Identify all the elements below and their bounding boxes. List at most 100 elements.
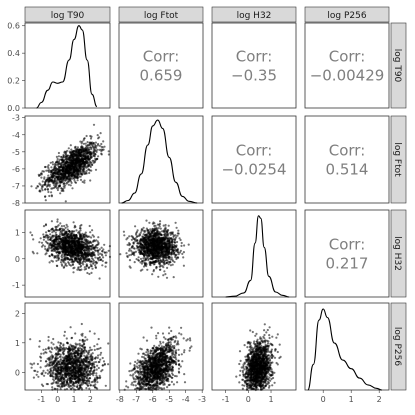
scatter-point xyxy=(53,184,56,187)
scatter-point xyxy=(103,145,106,148)
scatter-point xyxy=(55,238,58,241)
scatter-point xyxy=(80,150,83,153)
density-curve xyxy=(121,119,198,204)
scatter-point xyxy=(73,146,77,149)
scatter-point xyxy=(157,261,160,264)
scatter-point xyxy=(94,249,97,252)
scatter-point xyxy=(46,234,49,237)
scatter-point xyxy=(89,346,92,349)
scatter-point xyxy=(82,256,85,259)
scatter-point xyxy=(88,253,91,256)
scatter-point xyxy=(64,154,68,158)
scatter-point xyxy=(153,235,156,238)
scatter-point xyxy=(43,235,46,238)
scatter-point xyxy=(67,171,70,175)
scatter-point xyxy=(85,240,88,243)
scatter-point xyxy=(62,170,65,173)
scatter-point xyxy=(171,233,174,236)
scatter-point xyxy=(155,230,159,234)
scatter-point xyxy=(140,246,143,249)
scatter-point xyxy=(62,359,66,362)
scatter-point xyxy=(96,249,99,253)
scatter-point xyxy=(80,238,83,241)
scatter-point xyxy=(55,161,58,164)
scatter-point xyxy=(85,376,88,379)
scatter-point xyxy=(176,234,179,237)
scatter-point xyxy=(153,243,156,246)
scatter-point xyxy=(149,257,152,260)
scatter-point xyxy=(145,227,148,230)
scatter-point xyxy=(173,260,176,264)
scatter-point xyxy=(154,260,157,264)
scatter-point xyxy=(155,247,158,250)
scatter-point xyxy=(72,246,75,249)
scatter-point xyxy=(152,240,155,243)
scatter-point xyxy=(100,153,103,156)
scatter-point xyxy=(55,251,58,254)
scatter-point xyxy=(40,176,43,179)
scatter-point xyxy=(48,178,51,181)
scatter-point xyxy=(128,259,132,262)
scatter-point xyxy=(79,251,82,254)
scatter-point xyxy=(137,256,140,259)
scatter-point xyxy=(40,173,43,176)
scatter-point xyxy=(159,259,162,262)
scatter-point xyxy=(179,249,182,252)
scatter-point xyxy=(63,350,66,353)
scatter-point xyxy=(149,230,152,233)
scatter-point xyxy=(180,244,183,247)
correlation-label: Corr: xyxy=(236,48,273,66)
scatter-point xyxy=(56,188,60,192)
scatter-point xyxy=(162,229,165,232)
correlation-value: 0.659 xyxy=(140,67,183,85)
scatter-point xyxy=(72,234,76,237)
scatter-point xyxy=(179,238,182,242)
scatter-point xyxy=(166,237,169,240)
scatter-point xyxy=(175,226,178,229)
scatter-point xyxy=(89,265,93,268)
scatter-point xyxy=(39,183,42,186)
scatter-point xyxy=(77,239,80,242)
scatter-point xyxy=(164,227,167,230)
correlation-value: 0.217 xyxy=(326,255,369,273)
scatter-point xyxy=(62,160,65,163)
scatter-point xyxy=(74,181,78,184)
panel xyxy=(211,209,297,298)
scatter-point xyxy=(74,238,77,241)
scatter-point xyxy=(61,229,64,232)
scatter-point xyxy=(81,334,84,337)
scatter-point xyxy=(65,387,69,391)
scatter-point xyxy=(44,188,47,191)
scatter-point xyxy=(155,266,158,269)
scatter-point xyxy=(96,157,99,161)
scatter-point xyxy=(91,352,94,355)
scatter-point xyxy=(152,268,155,272)
scatter-point xyxy=(77,243,80,246)
scatter-point xyxy=(84,149,87,152)
scatter-point xyxy=(86,271,89,275)
scatter-point xyxy=(51,161,54,164)
scatter-point xyxy=(175,244,178,247)
scatter-point xyxy=(56,173,60,176)
scatter-point xyxy=(171,231,174,234)
scatter-point xyxy=(59,165,63,169)
scatter-point xyxy=(51,163,55,166)
scatter-point xyxy=(131,235,134,238)
scatter-point xyxy=(84,142,87,145)
scatter-point xyxy=(39,190,42,193)
scatter-point xyxy=(89,137,93,140)
scatter-point xyxy=(82,258,85,261)
scatter-point xyxy=(29,362,32,365)
scatter-point xyxy=(100,370,103,373)
scatter-point xyxy=(97,366,100,370)
scatter-point xyxy=(48,194,51,198)
scatter-point xyxy=(83,249,86,252)
scatter-point xyxy=(141,252,144,255)
scatter-point xyxy=(70,157,73,160)
scatter-point xyxy=(103,251,106,254)
scatter-point xyxy=(73,243,76,246)
scatter-point xyxy=(64,166,67,169)
scatter-point xyxy=(143,231,146,234)
scatter-point xyxy=(53,346,56,350)
correlation-value: −0.35 xyxy=(231,67,277,85)
